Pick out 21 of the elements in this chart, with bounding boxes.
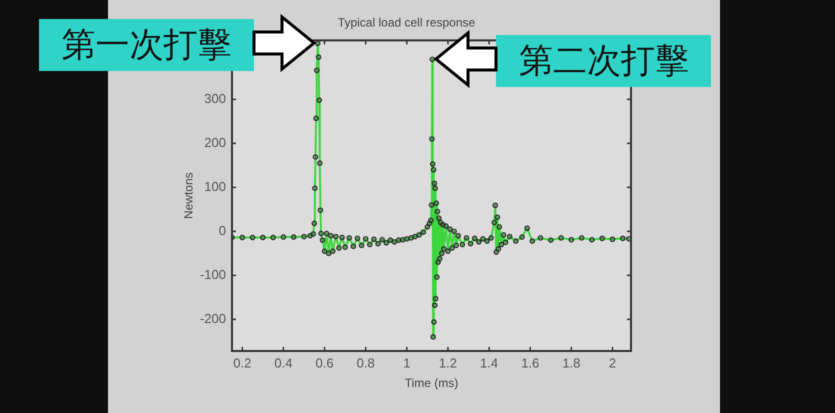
y-axis-title: Newtons xyxy=(182,172,196,220)
x-tick-label: 1.4 xyxy=(480,355,498,370)
y-tick-label: -200 xyxy=(200,310,226,326)
y-tick-label: 0 xyxy=(218,222,226,238)
x-tick-label: 1.2 xyxy=(438,355,457,370)
annotation: 第二次打擊 xyxy=(496,35,712,88)
x-tick-label: 0.4 xyxy=(274,355,292,370)
y-tick-label: -100 xyxy=(200,266,226,282)
annotation: 第一次打擊 xyxy=(38,19,254,72)
x-tick-label: 0.8 xyxy=(356,355,375,370)
y-tick-label: 200 xyxy=(204,134,226,150)
y-tick-label: 300 xyxy=(204,90,226,106)
x-tick-label: 0.6 xyxy=(316,355,334,370)
x-tick-label: 2 xyxy=(608,355,616,370)
chart-title: Typical load cell response xyxy=(338,16,476,30)
x-tick-label: 1 xyxy=(403,355,410,370)
y-tick-label: 100 xyxy=(204,178,226,194)
x-tick-label: 1.6 xyxy=(521,355,540,370)
x-tick-label: 1.8 xyxy=(562,355,580,370)
x-tick-label: 0.2 xyxy=(233,355,252,370)
x-axis-title: Time (ms) xyxy=(404,376,458,390)
